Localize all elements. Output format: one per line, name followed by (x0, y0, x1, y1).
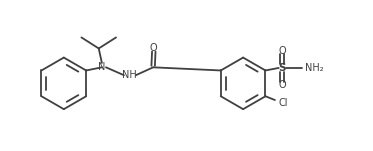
Text: O: O (278, 46, 286, 56)
Text: NH₂: NH₂ (305, 63, 324, 73)
Text: O: O (278, 80, 286, 90)
Text: N: N (98, 62, 106, 72)
Text: NH: NH (122, 70, 137, 80)
Text: S: S (278, 63, 286, 73)
Text: O: O (150, 43, 158, 53)
Text: Cl: Cl (278, 98, 288, 108)
